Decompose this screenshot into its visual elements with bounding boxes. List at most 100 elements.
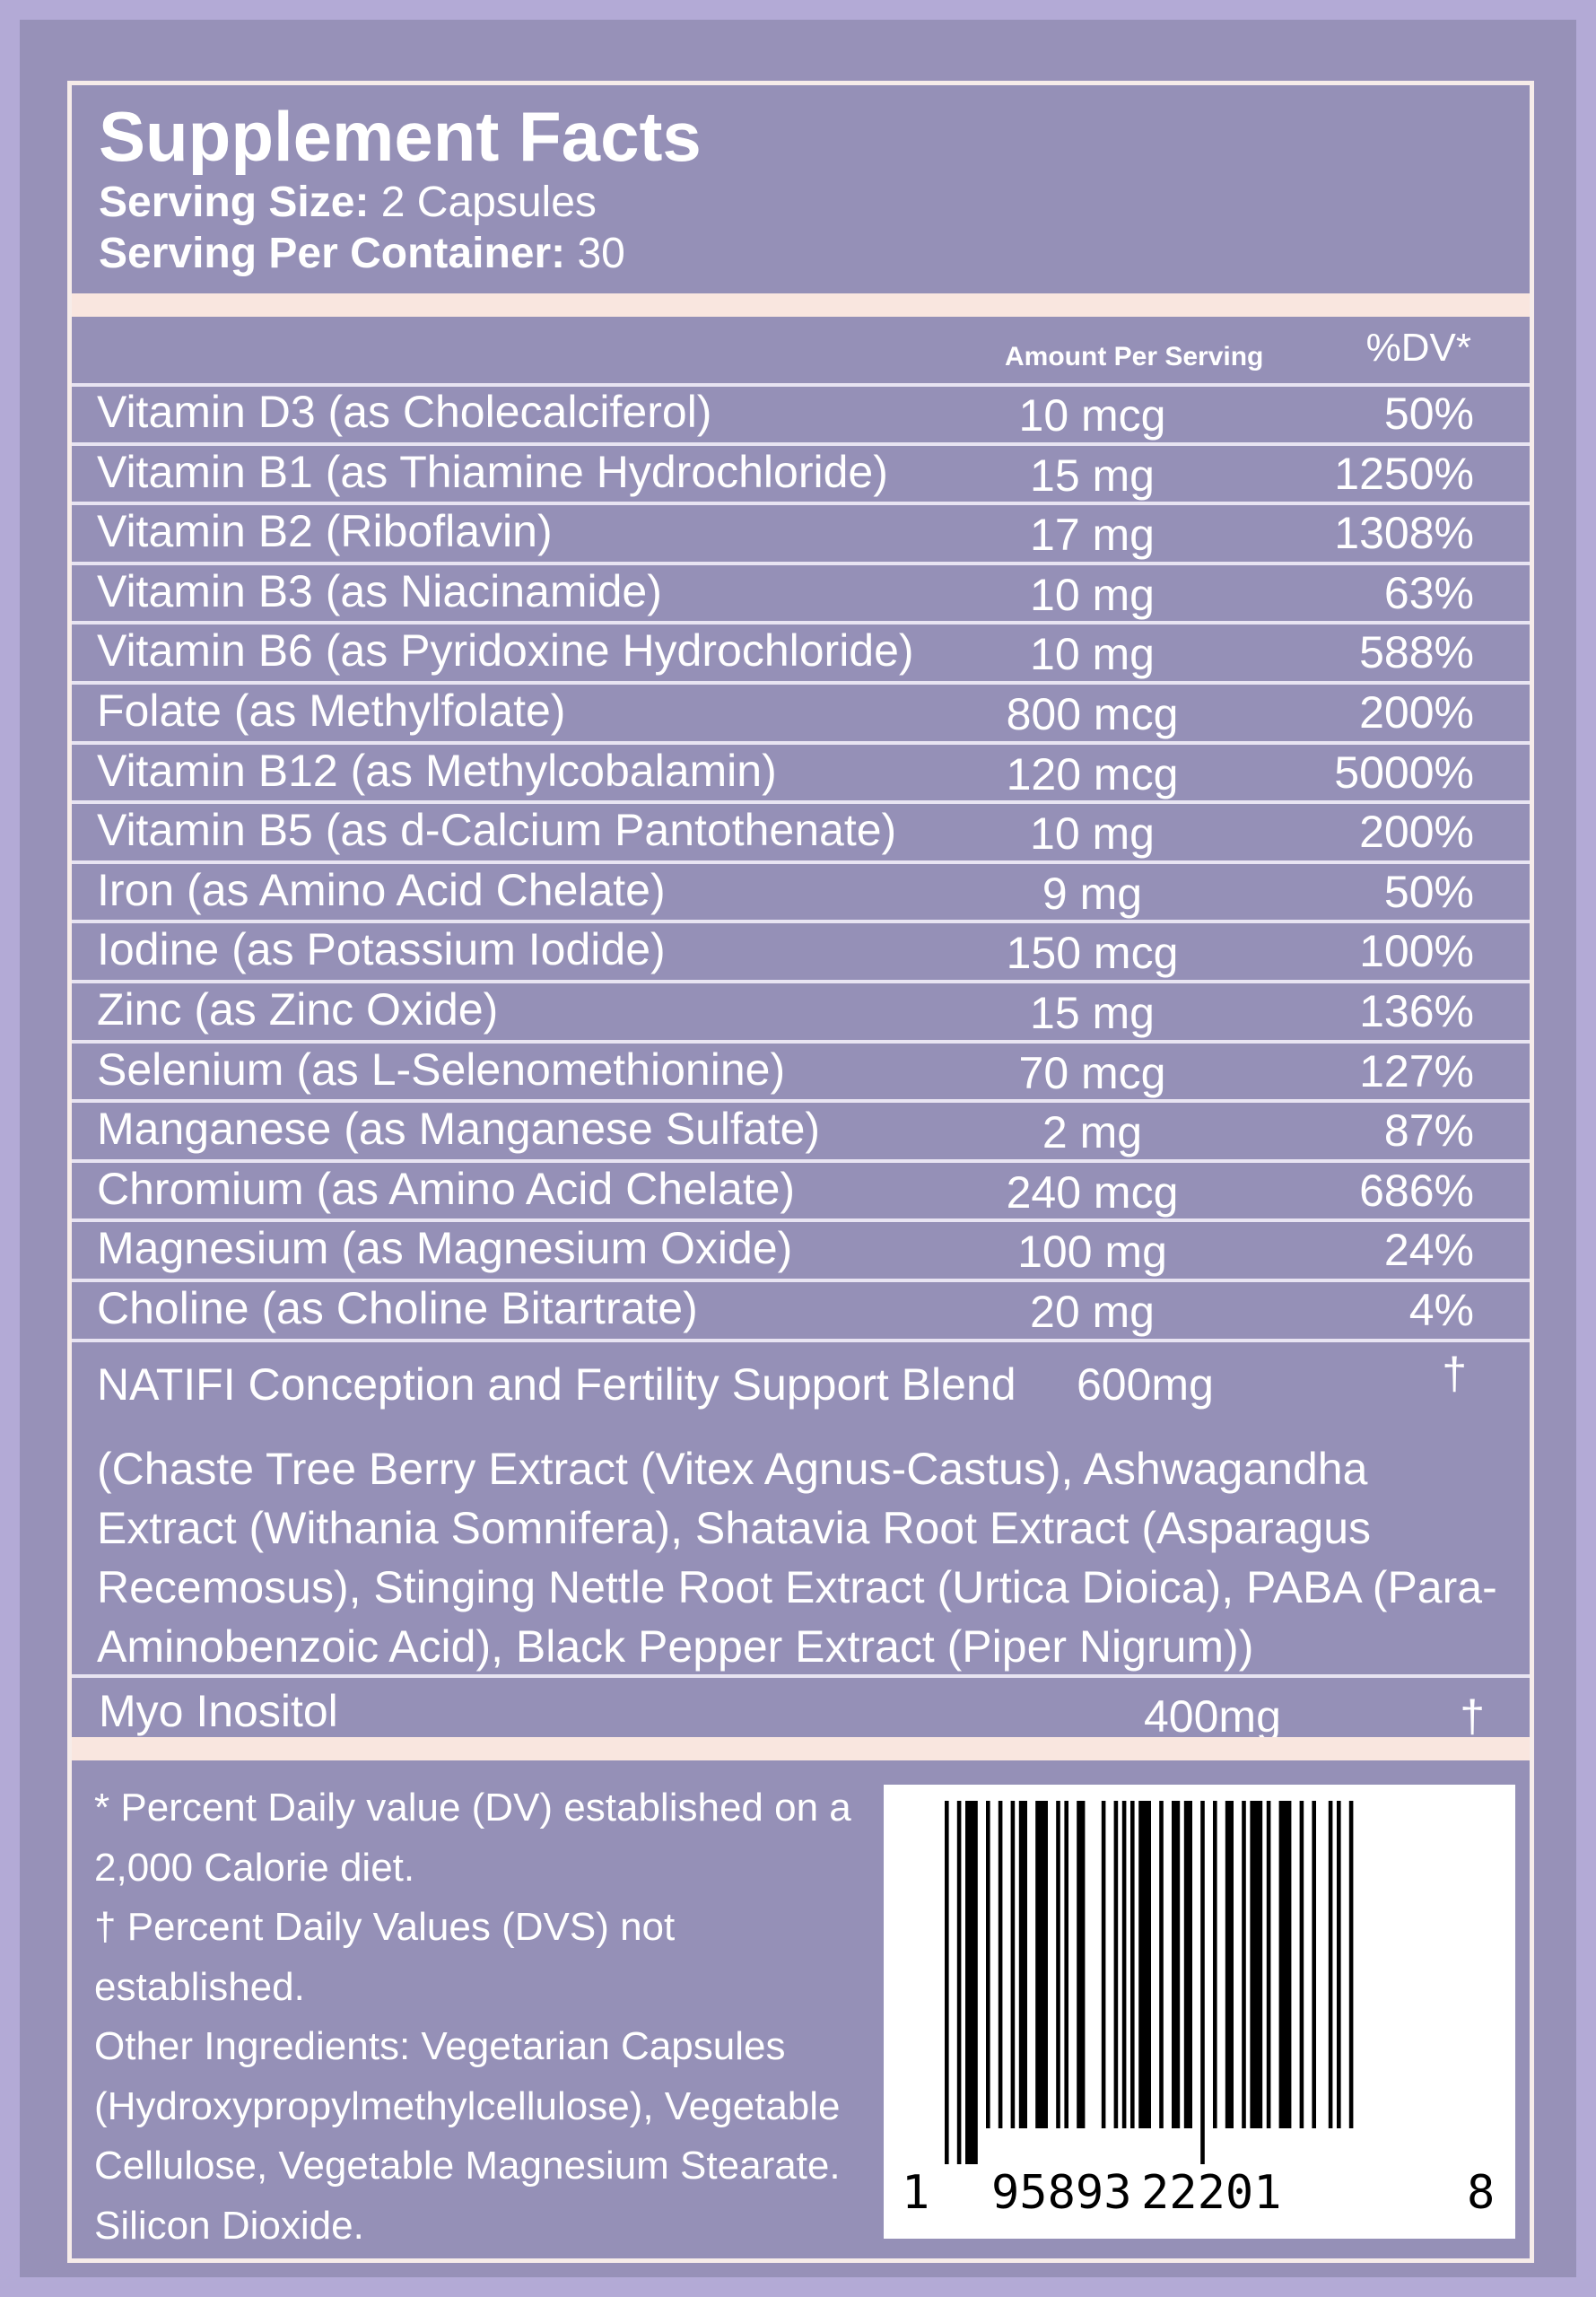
nutrient-amount: 20 mg xyxy=(1030,1287,1155,1337)
nutrient-dv: 100% xyxy=(1359,926,1474,977)
nutrient-dv: 686% xyxy=(1359,1165,1474,1216)
supplement-facts-panel: Supplement Facts Serving Size: 2 Capsule… xyxy=(67,81,1534,2263)
nutrient-row: Folate (as Methylfolate) 800 mcg 200% xyxy=(72,685,1530,745)
barcode-bar xyxy=(1183,1801,1192,2128)
nutrient-dv: 63% xyxy=(1383,567,1474,618)
blend-name: NATIFI Conception and Fertility Support … xyxy=(97,1359,1016,1410)
nutrient-dv: 136% xyxy=(1359,986,1474,1036)
nutrient-amount: 9 mg xyxy=(1042,868,1143,919)
nutrient-amount: 10 mg xyxy=(1030,629,1155,680)
barcode-bar xyxy=(986,1801,990,2128)
nutrient-row: Zinc (as Zinc Oxide) 15 mg 136% xyxy=(72,983,1530,1044)
servings-label: Serving Per Container: xyxy=(99,230,566,277)
blend-amount: 600mg xyxy=(1077,1359,1214,1410)
nutrient-amount: 10 mg xyxy=(1030,569,1155,620)
barcode-bar xyxy=(1266,1801,1271,2128)
barcode-digit-4: 8 xyxy=(1467,2166,1496,2220)
barcode-bar xyxy=(1213,1801,1217,2128)
nutrient-row: Chromium (as Amino Acid Chelate) 240 mcg 6… xyxy=(72,1163,1530,1223)
barcode-digit-1: 1 xyxy=(902,2166,930,2220)
barcode-digit-group-3: 22201 xyxy=(1141,2166,1282,2220)
myo-amount: 400mg xyxy=(1144,1691,1281,1742)
barcode-bar xyxy=(1172,1801,1181,2128)
nutrient-amount: 2 mg xyxy=(1042,1107,1143,1158)
dv-footnote: * Percent Daily value (DV) established o… xyxy=(94,1786,851,1890)
nutrient-dv: 4% xyxy=(1408,1285,1474,1335)
nutrient-dv: 24% xyxy=(1383,1225,1474,1276)
nutrient-name: Iodine (as Potassium Iodide) xyxy=(97,924,666,975)
barcode-bar xyxy=(1225,1801,1234,2128)
nutrient-amount: 100 mg xyxy=(1017,1227,1167,1278)
nutrient-row: Vitamin B12 (as Methylcobalamin) 120 mcg 5… xyxy=(72,745,1530,805)
dv-column-header: %DV* xyxy=(1365,326,1471,370)
barcode-bar xyxy=(1077,1801,1086,2128)
nutrient-dv: 87% xyxy=(1383,1105,1474,1157)
nutrient-name: Vitamin B6 (as Pyridoxine Hydrochloride) xyxy=(97,625,914,677)
nutrient-dv: 1308% xyxy=(1334,508,1474,559)
nutrient-amount: 15 mg xyxy=(1030,450,1155,501)
blend-ingredients: (Chaste Tree Berry Extract (Vitex Agnus-… xyxy=(97,1444,1497,1672)
nutrient-name: Iron (as Amino Acid Chelate) xyxy=(97,864,666,915)
myo-dv: † xyxy=(1460,1691,1485,1742)
nutrient-row: Vitamin B2 (Riboflavin) 17 mg 1308% xyxy=(72,505,1530,565)
nutrient-row: Iron (as Amino Acid Chelate) 9 mg 50% xyxy=(72,864,1530,924)
facts-header: Supplement Facts Serving Size: 2 Capsule… xyxy=(72,85,1530,293)
serving-size-label: Serving Size: xyxy=(99,179,370,226)
nutrient-dv: 5000% xyxy=(1334,747,1474,798)
nutrient-dv: 50% xyxy=(1383,389,1474,439)
nutrient-dv: 200% xyxy=(1359,687,1474,738)
nutrient-row: Vitamin D3 (as Cholecalciferol) 10 mcg 50% xyxy=(72,386,1530,446)
nutrient-amount: 120 mcg xyxy=(1006,748,1179,799)
barcode-bar xyxy=(998,1801,1003,2128)
nutrient-row: Vitamin B1 (as Thiamine Hydrochloride) 15… xyxy=(72,446,1530,506)
nutrient-name: Choline (as Choline Bitartrate) xyxy=(97,1283,698,1333)
barcode-bar xyxy=(1348,1801,1354,2128)
nutrient-row: Choline (as Choline Bitartrate) 20 mg 4% xyxy=(72,1282,1530,1342)
nutrient-name: Vitamin B12 (as Methylcobalamin) xyxy=(97,745,777,796)
separator-band xyxy=(72,293,1530,317)
barcode-bar xyxy=(1312,1801,1316,2128)
column-header: Amount Per Serving %DV* xyxy=(72,317,1530,387)
barcode-bar xyxy=(1010,1801,1016,2128)
barcode-bar xyxy=(1064,1801,1068,2128)
nutrient-amount: 150 mcg xyxy=(1006,928,1179,979)
nutrient-name: Vitamin B5 (as d-Calcium Pantothenate) xyxy=(97,805,897,856)
nutrient-name: Chromium (as Amino Acid Chelate) xyxy=(97,1163,796,1214)
nutrient-amount: 240 mcg xyxy=(1006,1166,1179,1218)
nutrient-amount: 17 mg xyxy=(1030,510,1155,561)
barcode-bar xyxy=(1200,1801,1205,2164)
barcode-digit-group-2: 95893 xyxy=(991,2166,1132,2220)
servings-value: 30 xyxy=(565,230,625,277)
nutrient-name: Vitamin B1 (as Thiamine Hydrochloride) xyxy=(97,446,888,497)
nutrient-dv: 1250% xyxy=(1334,448,1474,499)
barcode-bar xyxy=(1035,1801,1048,2128)
barcode-bar xyxy=(1018,1801,1027,2128)
serving-size: Serving Size: 2 Capsules xyxy=(99,177,1530,228)
nutrient-name: Vitamin B2 (Riboflavin) xyxy=(97,506,553,557)
barcode-bar xyxy=(956,1801,962,2164)
servings-per-container: Serving Per Container: 30 xyxy=(99,228,1530,279)
nutrient-name: Zinc (as Zinc Oxide) xyxy=(97,984,499,1035)
nutrient-amount: 800 mcg xyxy=(1006,689,1179,739)
page-title: Supplement Facts xyxy=(99,97,702,176)
barcode-bar xyxy=(1278,1801,1292,2128)
nutrient-row: Vitamin B5 (as d-Calcium Pantothenate) 10… xyxy=(72,804,1530,864)
barcode-bar xyxy=(1121,1801,1127,2128)
nutrient-dv: 50% xyxy=(1383,866,1474,917)
nutrient-row: Selenium (as L-Selenomethionine) 70 mcg 12… xyxy=(72,1044,1530,1104)
nutrient-dv: 127% xyxy=(1359,1045,1474,1096)
barcode-bar xyxy=(1328,1801,1333,2128)
nutrient-name: Manganese (as Manganese Sulfate) xyxy=(97,1104,821,1155)
amount-column-header: Amount Per Serving xyxy=(1005,342,1264,371)
nutrient-amount: 70 mcg xyxy=(1018,1047,1166,1098)
barcode-bars xyxy=(945,1801,1354,2164)
barcode-bar xyxy=(1113,1801,1119,2128)
nutrient-name: Vitamin D3 (as Cholecalciferol) xyxy=(97,387,712,437)
myo-inositol-row: Myo Inositol 400mg † xyxy=(72,1678,1530,1742)
barcode-bar xyxy=(965,1801,978,2164)
nutrient-amount: 10 mg xyxy=(1030,808,1155,860)
barcode-bar xyxy=(1250,1801,1263,2128)
blend-dv: † xyxy=(1442,1349,1467,1399)
nutrient-dv: 588% xyxy=(1359,627,1474,678)
barcode-bar xyxy=(1299,1801,1304,2128)
